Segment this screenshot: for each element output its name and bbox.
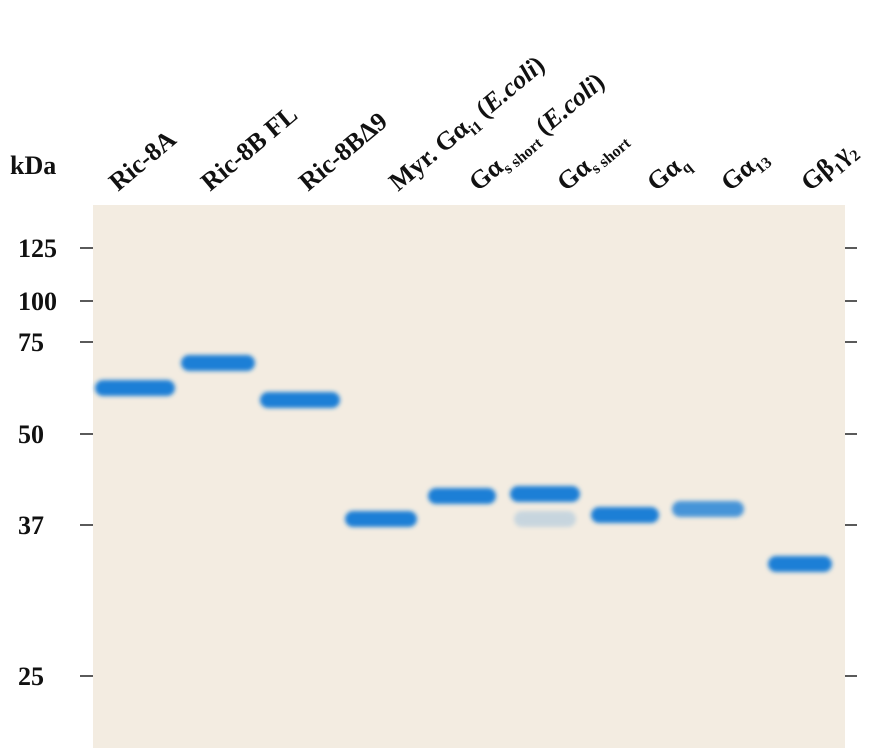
lane-label-part: Myr. Gα: [383, 113, 474, 196]
band: [768, 556, 832, 572]
unit-label: kDa: [10, 151, 56, 180]
lane-label: Ric-8BΔ9: [293, 106, 393, 196]
lane-label: Ric-8B FL: [195, 100, 303, 197]
lane-label-part: Gα: [463, 152, 509, 197]
band: [260, 392, 340, 408]
lane-label-part: Gα: [551, 152, 597, 197]
lane-label-part: s short: [588, 134, 635, 177]
marker-label: 37: [18, 511, 44, 540]
lane-label-part: Gα: [641, 152, 687, 197]
lane-label-part: Gβ: [795, 153, 840, 197]
lane-label: Gα13: [715, 142, 775, 200]
band: [510, 486, 580, 502]
lane-label: Gαs short: [551, 122, 634, 199]
lane-label-part: Ric-8B FL: [195, 100, 303, 197]
band: [672, 501, 744, 517]
band: [345, 511, 417, 527]
band: [428, 488, 496, 504]
marker-label: 50: [18, 420, 44, 449]
lane-label: Gαs short (E.coli): [463, 67, 612, 200]
lane-label: Gαq: [641, 146, 696, 199]
marker-label: 75: [18, 328, 44, 357]
band: [591, 507, 659, 523]
gel: [93, 205, 845, 748]
band: [514, 511, 576, 527]
marker-label: 125: [18, 234, 57, 263]
lane-label-part: Ric-8BΔ9: [293, 106, 393, 196]
marker-label: 25: [18, 662, 44, 691]
band: [95, 380, 175, 396]
lane-label: Gβ1γ2: [795, 134, 864, 199]
lane-label: Ric-8A: [103, 124, 182, 196]
lane-label-part: Ric-8A: [103, 124, 182, 196]
gel-figure: kDa 125 100 75 50 37 25 Ric-8ARic-8B FLRic-8BΔ…: [0, 0, 877, 748]
marker-label: 100: [18, 287, 57, 316]
band: [181, 355, 255, 371]
lane-label-part: Gα: [715, 152, 761, 197]
